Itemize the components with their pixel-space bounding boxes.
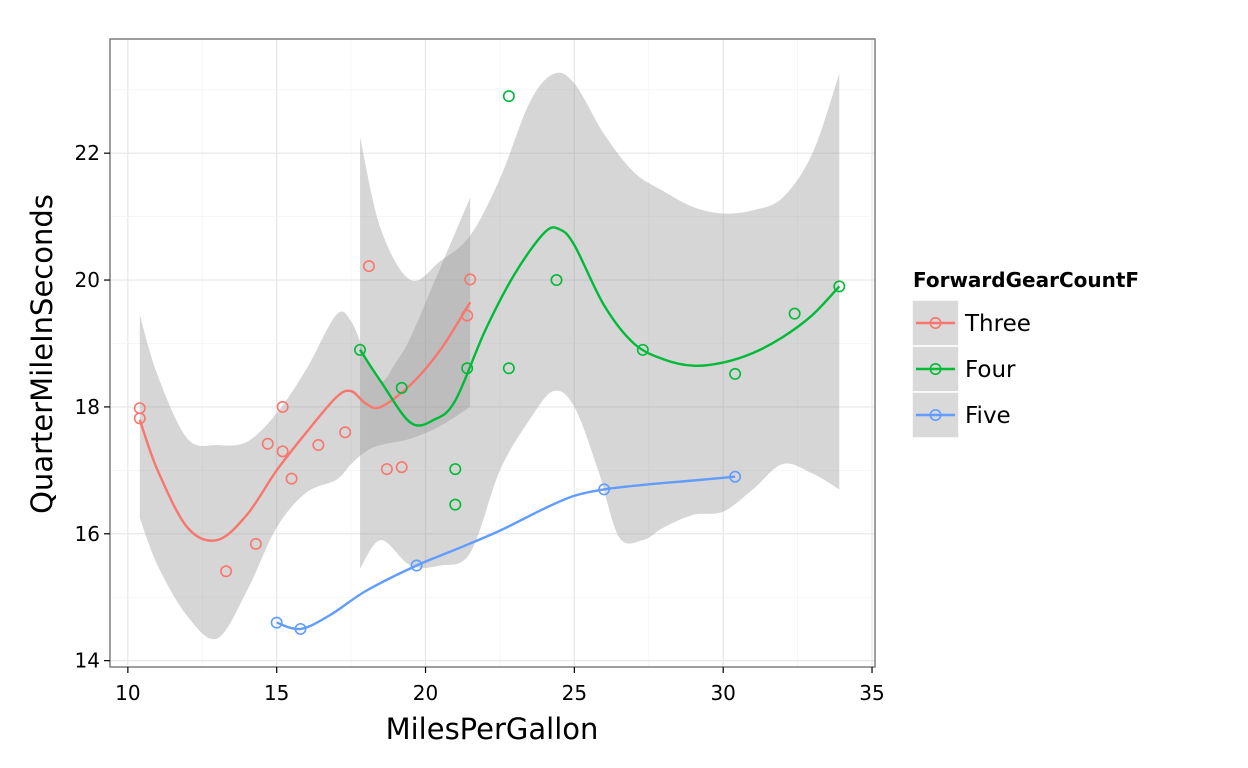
point-three — [133, 412, 146, 425]
point-five — [270, 616, 283, 629]
point-four — [788, 307, 801, 320]
data-points — [133, 90, 846, 635]
x-tick-label: 30 — [710, 681, 735, 705]
point-four — [461, 362, 474, 375]
x-axis-title: MilesPerGallon — [386, 712, 599, 746]
legend-key-marker — [929, 362, 942, 375]
point-three — [339, 426, 352, 439]
point-three — [464, 273, 477, 286]
point-three — [285, 472, 298, 485]
y-axis-title: QuarterMileInSeconds — [25, 194, 59, 514]
legend-key-marker — [929, 316, 942, 329]
point-four — [395, 381, 408, 394]
point-four — [354, 343, 367, 356]
legend-label-three: Three — [964, 311, 1031, 337]
plot-panel — [110, 39, 875, 667]
legend-key-three — [911, 299, 960, 347]
point-three — [312, 438, 325, 451]
point-three — [461, 309, 474, 322]
legend-label-four: Four — [965, 357, 1016, 383]
legend-label-five: Five — [965, 403, 1011, 429]
x-tick-label: 15 — [264, 681, 289, 705]
point-five — [729, 470, 742, 483]
fit-line-four — [359, 226, 841, 427]
point-three — [276, 445, 289, 458]
legend-title: ForwardGearCountF — [913, 268, 1139, 292]
point-four — [502, 90, 515, 103]
y-tick-label: 14 — [75, 649, 100, 673]
point-three — [249, 537, 262, 550]
y-tick-label: 16 — [75, 522, 100, 546]
legend-key-marker — [929, 408, 942, 421]
confidence-band-four — [360, 72, 840, 569]
x-tick-label: 20 — [413, 681, 438, 705]
confidence-band-three — [139, 197, 471, 640]
grid — [110, 39, 875, 667]
confidence-bands — [139, 72, 840, 640]
point-five — [294, 622, 307, 635]
x-tick-label: 25 — [562, 681, 587, 705]
point-four — [636, 343, 649, 356]
y-tick-label: 22 — [75, 141, 100, 165]
point-four — [833, 280, 846, 293]
point-four — [449, 463, 462, 476]
plot-border — [109, 38, 876, 668]
point-three — [276, 400, 289, 413]
point-four — [550, 274, 563, 287]
x-tick-label: 10 — [115, 681, 140, 705]
point-four — [502, 362, 515, 375]
x-axis: 10 15 20 25 30 35 — [115, 667, 885, 705]
x-tick-label: 35 — [859, 681, 884, 705]
point-three — [362, 260, 375, 273]
point-three — [395, 461, 408, 474]
y-axis: 14 16 18 20 22 — [75, 141, 110, 673]
y-tick-label: 20 — [75, 268, 100, 292]
point-three — [220, 565, 233, 578]
point-three — [380, 463, 393, 476]
point-five — [410, 559, 423, 572]
point-four — [449, 498, 462, 511]
y-tick-label: 18 — [75, 395, 100, 419]
point-five — [598, 483, 611, 496]
point-three — [261, 437, 274, 450]
legend: ForwardGearCountF Three Four Five — [911, 268, 1139, 439]
fit-line-five — [276, 475, 736, 631]
point-four — [729, 367, 742, 380]
legend-key-five — [911, 391, 960, 439]
legend-key-four — [911, 345, 960, 393]
